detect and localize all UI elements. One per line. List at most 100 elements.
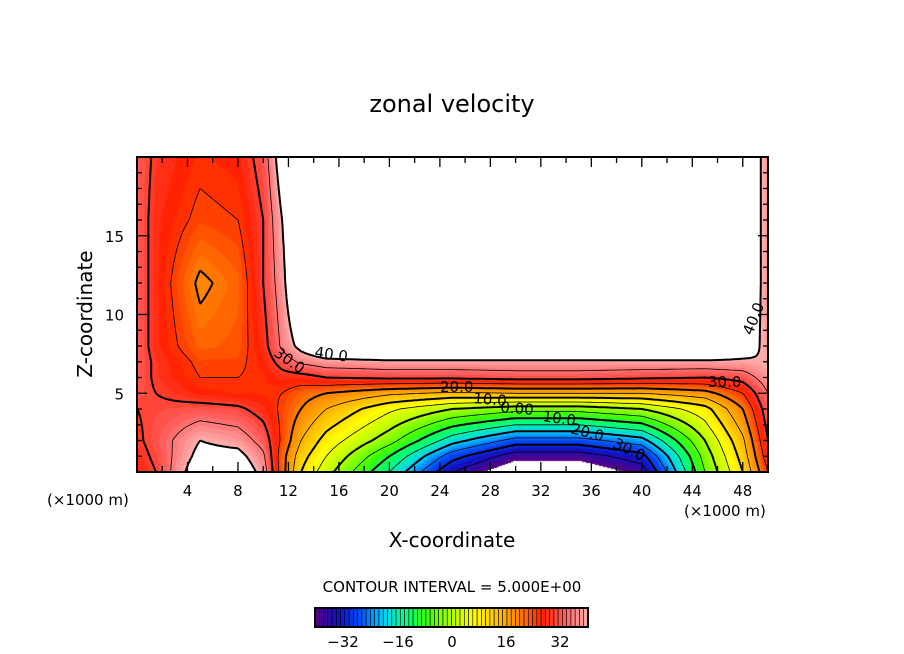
colorbar-band — [400, 607, 405, 628]
colorbar-band — [570, 607, 576, 628]
colorbar-band — [579, 607, 585, 628]
colorbar-band — [438, 607, 444, 628]
colorbar-band — [446, 607, 452, 628]
chart-title: zonal velocity — [369, 90, 534, 118]
contour-label: 10.0 — [473, 389, 508, 410]
colorbar-band — [387, 607, 393, 628]
contour-label: 10.0 — [541, 407, 577, 429]
colorbar-band — [382, 607, 388, 628]
x-tick-label: 24 — [430, 482, 449, 500]
colorbar-band — [344, 607, 350, 628]
colorbar-band — [365, 607, 371, 628]
contour-label: 40.0 — [313, 343, 349, 365]
colorbar-band — [510, 607, 516, 628]
colorbar-band — [434, 607, 440, 628]
contour-line — [184, 156, 762, 473]
contour-lines — [136, 156, 769, 473]
x-axis-label: X-coordinate — [389, 528, 516, 552]
contour-interval-text: CONTOUR INTERVAL = 5.000E+00 — [323, 578, 582, 596]
colorbar-band — [412, 607, 418, 628]
x-unit-left: (×1000 m) — [47, 491, 129, 509]
contour-label: 30.0 — [708, 373, 741, 391]
colorbar-band — [451, 607, 457, 628]
colorbar-band — [442, 607, 448, 628]
colorbar-band — [395, 607, 401, 628]
colorbar-band — [489, 607, 495, 628]
y-tick-label: 15 — [105, 228, 124, 246]
colorbar-tick-label: 0 — [447, 633, 457, 651]
colorbar-band — [323, 607, 329, 628]
colorbar-band — [557, 607, 563, 628]
colorbar-band — [468, 607, 474, 628]
contour-line — [452, 451, 648, 473]
y-axis-label: Z-coordinate — [73, 250, 97, 377]
colorbar-band — [476, 607, 482, 628]
colorbar — [314, 607, 589, 628]
colorbar-band — [506, 607, 512, 628]
x-tick-label: 8 — [233, 482, 243, 500]
colorbar-band — [519, 607, 525, 628]
colorbar-band — [408, 607, 414, 628]
colorbar-band — [331, 607, 337, 628]
contour-label: 40.0 — [739, 300, 768, 338]
contour-line — [136, 156, 769, 473]
colorbar-band — [515, 607, 521, 628]
colorbar-band — [463, 607, 469, 628]
colorbar-band — [472, 607, 478, 628]
colorbar-band — [391, 607, 397, 628]
contour-label: 20.0 — [569, 419, 606, 445]
colorbar-band — [549, 607, 555, 628]
colorbar-band — [429, 607, 435, 628]
contour-labels: 40.0 30.0 20.0 10.0 0.00 10.0 20.0 30.0 … — [271, 300, 769, 465]
colorbar-band — [370, 607, 376, 628]
colorbar-band — [374, 607, 380, 628]
colorbar-band — [481, 607, 486, 628]
y-tick-label: 10 — [105, 307, 124, 325]
colorbar-band — [562, 607, 567, 628]
x-tick-label: 28 — [481, 482, 500, 500]
colorbar-band — [527, 607, 533, 628]
colorbar-tick-label: 32 — [550, 633, 569, 651]
colorbar-band — [574, 607, 580, 628]
colorbar-band — [340, 607, 346, 628]
colorbar-band — [417, 607, 422, 628]
contour-line — [170, 188, 769, 473]
colorbar-band — [353, 607, 358, 628]
colorbar-band — [421, 607, 427, 628]
plot-frame — [136, 156, 769, 473]
colorbar-tick-label: −16 — [382, 633, 414, 651]
x-tick-label: 16 — [329, 482, 348, 500]
colorbar-band — [327, 607, 333, 628]
colorbar-band — [348, 607, 354, 628]
colorbar-band — [523, 607, 529, 628]
colorbar-band — [502, 607, 508, 628]
colorbar-band — [498, 607, 503, 628]
x-tick-label: 40 — [632, 482, 651, 500]
y-tick-label: 5 — [114, 385, 124, 403]
colorbar-frame — [314, 607, 589, 628]
colorbar-band — [404, 607, 410, 628]
colorbar-band — [553, 607, 559, 628]
contour-label: 20.0 — [440, 378, 473, 396]
colorbar-band — [455, 607, 461, 628]
x-tick-label: 48 — [733, 482, 752, 500]
colorbar-band — [493, 607, 499, 628]
x-tick-label: 44 — [683, 482, 702, 500]
colorbar-band — [361, 607, 367, 628]
colorbar-band — [532, 607, 538, 628]
colorbar-tick-label: −32 — [327, 633, 359, 651]
colorbar-band — [459, 607, 465, 628]
colorbar-band — [536, 607, 542, 628]
colorbar-band — [318, 607, 324, 628]
colorbar-band — [336, 607, 341, 628]
colorbar-band — [485, 607, 491, 628]
x-tick-label: 4 — [183, 482, 193, 500]
x-tick-label: 36 — [582, 482, 601, 500]
colorbar-band — [540, 607, 546, 628]
colorbar-tick-label: 16 — [496, 633, 515, 651]
colorbar-band — [425, 607, 431, 628]
colorbar-band — [378, 607, 384, 628]
contour-label: 0.00 — [500, 398, 535, 419]
